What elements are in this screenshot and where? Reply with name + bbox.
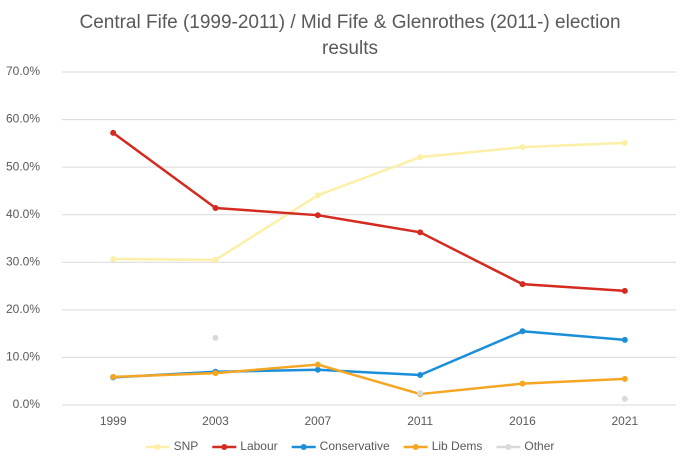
point: [314, 192, 321, 199]
point: [519, 380, 526, 387]
point: [110, 255, 117, 262]
legend-swatch: [412, 444, 419, 450]
point: [314, 361, 321, 368]
point: [621, 375, 628, 382]
y-tick-label: 20.0%: [6, 302, 40, 316]
legend-label: Lib Dems: [432, 439, 483, 453]
point: [621, 336, 628, 343]
y-tick-label: 70.0%: [6, 64, 40, 78]
point: [417, 390, 424, 397]
x-tick-label: 2016: [509, 414, 536, 428]
point: [417, 372, 424, 379]
x-tick-label: 1999: [100, 414, 127, 428]
y-tick-label: 30.0%: [6, 254, 40, 268]
x-tick-label: 2021: [611, 414, 638, 428]
y-tick-label: 60.0%: [6, 112, 40, 126]
point: [519, 328, 526, 335]
point: [314, 366, 321, 373]
y-tick-label: 0.0%: [13, 397, 41, 411]
point: [519, 281, 526, 288]
legend-label: Other: [524, 439, 554, 453]
series-line: [113, 363, 625, 396]
point: [212, 205, 219, 212]
legend-label: SNP: [174, 439, 199, 453]
point: [110, 129, 117, 136]
chart-title: Central Fife (1999-2011) / Mid Fife & Gl…: [79, 12, 621, 59]
series-line: [112, 131, 625, 293]
point: [417, 229, 424, 236]
series-line: [113, 141, 625, 262]
point: [621, 287, 628, 294]
point: [212, 334, 219, 341]
legend-swatch: [300, 444, 307, 450]
x-tick-label: 2007: [304, 414, 331, 428]
point: [212, 256, 219, 263]
point: [110, 373, 117, 380]
y-tick-label: 50.0%: [6, 159, 40, 173]
point: [621, 139, 628, 146]
legend-label: Conservative: [320, 439, 390, 453]
series-line: [113, 330, 625, 379]
legend-label: Labour: [240, 439, 277, 453]
x-tick-label: 2003: [202, 414, 229, 428]
point: [417, 154, 424, 161]
point: [621, 395, 628, 402]
legend-swatch: [154, 444, 161, 450]
point: [314, 212, 321, 219]
y-tick-label: 40.0%: [6, 207, 40, 221]
y-tick-label: 10.0%: [6, 350, 40, 364]
legend-swatch: [505, 444, 512, 450]
legend-swatch: [221, 444, 228, 450]
point: [212, 370, 219, 377]
point: [519, 144, 526, 151]
x-tick-label: 2011: [407, 414, 433, 428]
